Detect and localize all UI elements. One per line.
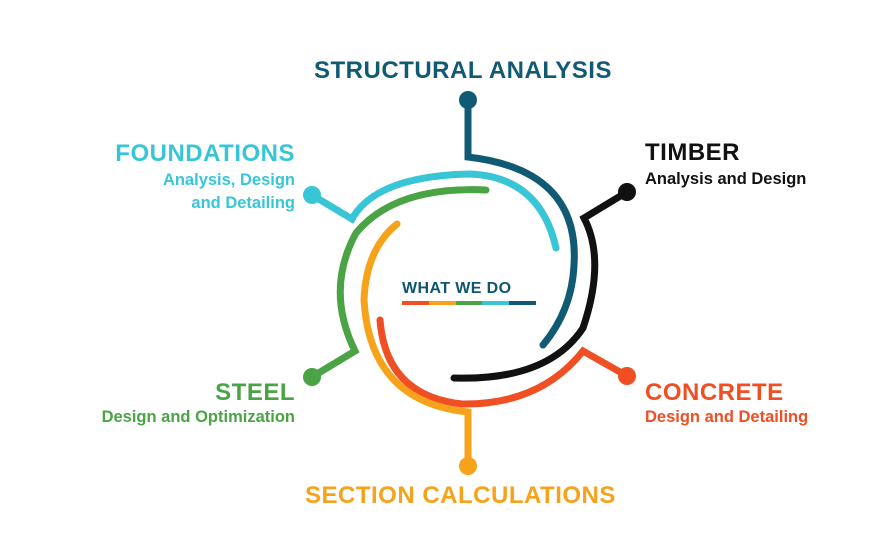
timber-title: TIMBER	[645, 139, 740, 166]
timber-node	[618, 183, 636, 201]
concrete-node	[618, 367, 636, 385]
underline-segment	[455, 301, 483, 305]
section-calculations-connector	[360, 220, 472, 470]
foundations-subtitle-line2: and Detailing	[191, 194, 295, 212]
concrete-title: CONCRETE	[645, 379, 784, 406]
section-calculations-title: SECTION CALCULATIONS	[305, 482, 616, 509]
center-underline	[402, 301, 536, 305]
foundations-node	[303, 186, 321, 204]
steel-subtitle: Design and Optimization	[101, 408, 295, 426]
steel-node	[303, 368, 321, 386]
concrete-connector	[376, 316, 631, 408]
structural-analysis-title: STRUCTURAL ANALYSIS	[314, 57, 612, 84]
underline-segment	[509, 301, 536, 305]
structural-analysis-node	[459, 91, 477, 109]
underline-segment	[402, 301, 429, 305]
underline-segment	[428, 301, 456, 305]
steel-title: STEEL	[215, 379, 295, 406]
section-calculations-node	[459, 457, 477, 475]
timber-connector	[450, 188, 631, 382]
underline-segment	[482, 301, 510, 305]
foundations-title: FOUNDATIONS	[115, 140, 295, 167]
timber-subtitle: Analysis and Design	[645, 170, 807, 188]
foundations-connector	[308, 170, 560, 252]
steel-connector	[308, 186, 490, 381]
center-title: WHAT WE DO	[402, 280, 512, 297]
concrete-subtitle: Design and Detailing	[645, 408, 809, 426]
foundations-subtitle-line1: Analysis, Design	[162, 171, 295, 189]
structural-analysis-connector	[464, 96, 578, 349]
